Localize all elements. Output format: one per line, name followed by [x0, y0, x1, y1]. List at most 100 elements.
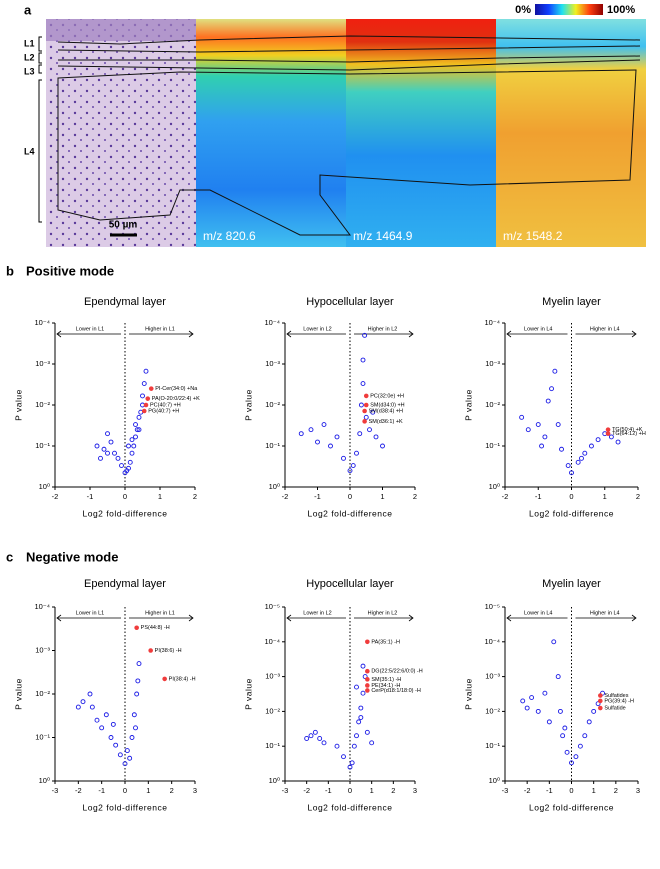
heatmap	[346, 19, 496, 247]
x-tick-label: 0	[569, 786, 573, 795]
point	[140, 393, 145, 399]
point	[615, 439, 621, 445]
annotation: Lower in L4	[524, 326, 552, 332]
point	[129, 735, 135, 740]
highlight-point	[598, 693, 603, 698]
point	[321, 422, 327, 428]
x-tick-label: 2	[170, 786, 174, 795]
highlight-point	[145, 396, 151, 401]
point	[127, 459, 133, 465]
x-tick-label: 0	[569, 492, 573, 501]
y-axis-label: P value	[13, 389, 23, 421]
y-axis-label: P value	[243, 389, 253, 421]
point	[119, 463, 124, 469]
point	[525, 427, 531, 433]
panel-label: a	[24, 2, 32, 17]
point	[80, 699, 86, 705]
point	[134, 691, 140, 697]
x-axis-label: Log2 fold-difference	[308, 802, 393, 812]
point	[89, 704, 95, 710]
point	[373, 434, 379, 440]
annotation: Higher in L1	[145, 610, 175, 616]
point	[136, 661, 142, 667]
y-tick-label: 10⁰	[39, 776, 50, 785]
colorbar	[535, 4, 603, 15]
highlight-point	[365, 668, 370, 674]
annotation: Lower in L1	[76, 610, 104, 616]
point	[133, 422, 138, 428]
volcano-plot: Hypocellular layer Log2 fold-difference P …	[243, 578, 422, 812]
point	[129, 450, 135, 456]
histology	[46, 19, 196, 247]
chart-title: Hypocellular layer	[306, 296, 394, 308]
annotation: Lower in L4	[524, 610, 552, 616]
highlight-point	[605, 431, 611, 436]
highlight-point	[362, 408, 367, 414]
highlight-point	[365, 639, 370, 645]
highlight-point	[134, 625, 139, 631]
x-axis-label: Log2 fold-difference	[308, 508, 393, 518]
point	[133, 725, 138, 731]
point	[349, 760, 355, 766]
point	[94, 717, 100, 723]
y-tick-label: 10⁻²	[485, 706, 500, 715]
layer-label: L3	[24, 66, 35, 76]
point	[552, 368, 558, 374]
panel-label: b	[6, 263, 14, 278]
point	[524, 705, 530, 711]
point	[334, 743, 340, 749]
y-tick-label: 10⁰	[489, 482, 500, 491]
y-tick-label: 10⁻³	[485, 672, 500, 681]
highlight-point	[362, 419, 367, 424]
point	[304, 736, 310, 741]
point	[369, 740, 375, 746]
y-tick-label: 10⁰	[489, 776, 500, 785]
point	[358, 705, 364, 711]
volcano-plot: Ependymal layer Log2 fold-difference P val…	[13, 296, 200, 518]
x-tick-label: 2	[636, 492, 640, 501]
highlight-point	[363, 402, 369, 408]
point	[591, 708, 597, 714]
point	[520, 698, 526, 704]
point	[362, 332, 368, 338]
highlight-label: PG(40:7) +H	[148, 408, 179, 414]
highlight-label: CerP(d18:1/18:0) -H	[371, 688, 421, 694]
highlight-point	[141, 408, 147, 414]
point	[555, 422, 561, 428]
point	[569, 760, 574, 766]
y-tick-label: 10⁻¹	[485, 741, 500, 750]
annotation: Higher in L4	[590, 610, 620, 616]
colorbar-min: 0%	[515, 4, 531, 16]
point	[569, 470, 574, 476]
point	[105, 450, 110, 456]
x-axis-label: Log2 fold-difference	[83, 508, 168, 518]
y-tick-label: 10⁻²	[265, 706, 280, 715]
point	[112, 450, 117, 456]
highlight-label: PA(35:1) -H	[371, 639, 400, 645]
arrow-right	[575, 330, 637, 338]
panel-label: c	[6, 549, 13, 564]
point	[562, 725, 568, 731]
volcano-plot: Myelin layer Log2 fold-difference P value 1…	[463, 578, 640, 812]
y-tick-label: 10⁰	[269, 776, 280, 785]
x-tick-label: -1	[98, 786, 105, 795]
highlight-label: PI-Cer(34:0) +Na	[155, 386, 198, 392]
y-axis-label: P value	[463, 389, 473, 421]
layer-label: L4	[24, 146, 35, 156]
highlight-label: PS(44:8) -H	[141, 625, 170, 631]
y-tick-label: 10⁰	[39, 482, 50, 491]
point	[354, 733, 359, 739]
chart-title: Hypocellular layer	[306, 578, 394, 590]
x-tick-label: -3	[52, 786, 59, 795]
point	[134, 427, 140, 433]
point	[542, 690, 548, 696]
histology-band	[46, 19, 196, 41]
y-tick-label: 10⁻⁴	[34, 318, 50, 327]
x-tick-label: -2	[75, 786, 82, 795]
highlight-label: PC(40:7) +H	[150, 402, 181, 408]
point	[573, 754, 579, 760]
point	[141, 381, 147, 387]
colorbar-max: 100%	[607, 4, 635, 16]
chart-title: Myelin layer	[542, 296, 601, 308]
